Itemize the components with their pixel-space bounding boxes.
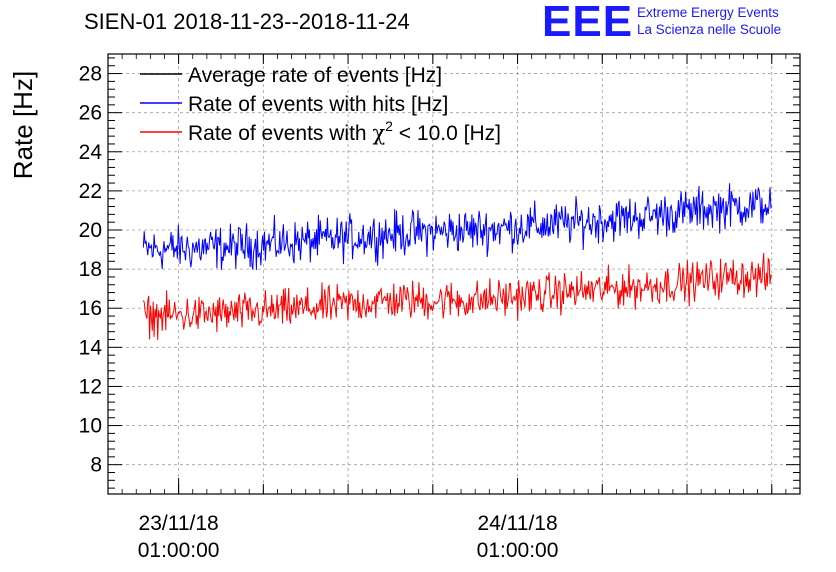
legend-label-3: Rate of events with χ2 < 10.0 [Hz] bbox=[188, 118, 501, 145]
logo-line-1: Extreme Energy Events bbox=[637, 5, 779, 20]
y-tick-label: 22 bbox=[79, 180, 102, 203]
x-tick-label-date: 23/11/18 bbox=[139, 512, 219, 535]
y-tick-label: 10 bbox=[79, 415, 102, 438]
legend-chi-symbol: χ bbox=[372, 121, 385, 145]
y-tick-label: 12 bbox=[79, 375, 102, 398]
plot-frame bbox=[107, 53, 801, 495]
series-line-hits bbox=[142, 183, 773, 270]
logo-line-2: La Scienza nelle Scuole bbox=[637, 22, 782, 37]
x-tick-label-time: 01:00:00 bbox=[477, 539, 559, 562]
x-tick-label-date: 24/11/18 bbox=[477, 512, 557, 535]
axis-ticks bbox=[107, 54, 801, 494]
y-tick-label: 28 bbox=[79, 63, 102, 86]
legend-label-suffix: < 10.0 [Hz] bbox=[393, 122, 501, 145]
tick-labels: 8 10 12 14 16 18 20 22 24 26 28 23/11/18 01:00:00 24/… bbox=[79, 63, 559, 562]
series-line-chi2 bbox=[142, 252, 773, 340]
series-layer bbox=[142, 183, 773, 340]
legend-superscript: 2 bbox=[385, 118, 393, 134]
grid-lines bbox=[108, 54, 800, 494]
y-tick-label: 26 bbox=[79, 102, 102, 125]
x-tick-label-time: 01:00:00 bbox=[138, 539, 220, 562]
y-tick-label: 14 bbox=[79, 336, 103, 359]
page-title: SIEN-01 2018-11-23--2018-11-24 bbox=[84, 9, 410, 34]
y-tick-label: 18 bbox=[79, 258, 102, 281]
eee-logo-mark: EEE bbox=[542, 0, 634, 46]
legend-label-2: Rate of events with hits [Hz] bbox=[188, 93, 448, 116]
y-tick-label: 8 bbox=[90, 454, 102, 477]
y-axis-label: Rate [Hz] bbox=[8, 71, 38, 179]
y-tick-label: 16 bbox=[79, 297, 102, 320]
legend-label-1: Average rate of events [Hz] bbox=[188, 64, 442, 87]
y-tick-label: 24 bbox=[79, 141, 103, 164]
eee-logo-text: Extreme Energy Events La Scienza nelle S… bbox=[637, 4, 781, 38]
legend: Average rate of events [Hz] Rate of event… bbox=[140, 64, 501, 145]
legend-label-prefix: Rate of events with bbox=[188, 122, 372, 145]
y-tick-label: 20 bbox=[79, 219, 102, 242]
